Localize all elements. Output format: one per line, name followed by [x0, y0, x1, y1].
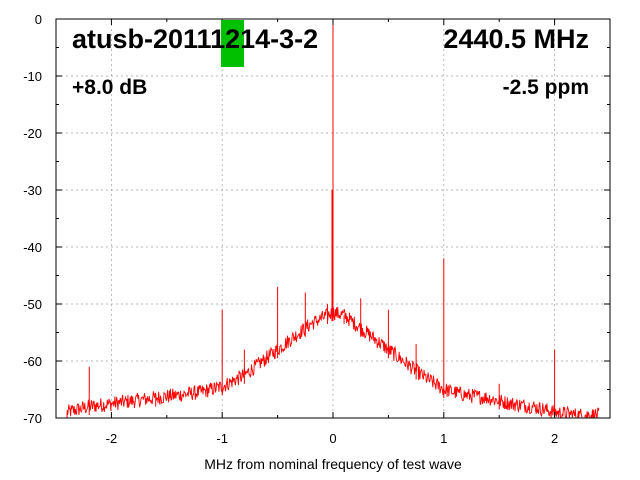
x-tick-label: 2 [551, 431, 558, 446]
green-marker-block [221, 20, 244, 67]
y-tick-label: -60 [23, 354, 42, 369]
y-tick-label: -40 [23, 240, 42, 255]
x-tick-label: -1 [216, 431, 228, 446]
y-tick-label: 0 [35, 12, 42, 27]
y-tick-label: -30 [23, 183, 42, 198]
frequency-label: 2440.5 MHz [443, 24, 589, 54]
noise-trace [66, 306, 600, 419]
y-tick-label: -70 [23, 411, 42, 426]
gain-label: +8.0 dB [72, 76, 148, 99]
x-tick-label: 0 [329, 431, 336, 446]
x-tick-label: -2 [106, 431, 118, 446]
axis-ticks: 0-10-20-30-40-50-60-70-2 -1 0 1 2 [23, 12, 611, 446]
y-tick-label: -10 [23, 69, 42, 84]
y-tick-label: -20 [23, 126, 42, 141]
device-label: atusb-20111214-3-2 [72, 24, 319, 54]
x-tick-label: 1 [440, 431, 447, 446]
x-axis-label: MHz from nominal frequency of test wave [204, 456, 462, 472]
ppm-label: -2.5 ppm [502, 76, 589, 99]
y-tick-label: -50 [23, 297, 42, 312]
spectrum-trace-group [66, 19, 611, 419]
